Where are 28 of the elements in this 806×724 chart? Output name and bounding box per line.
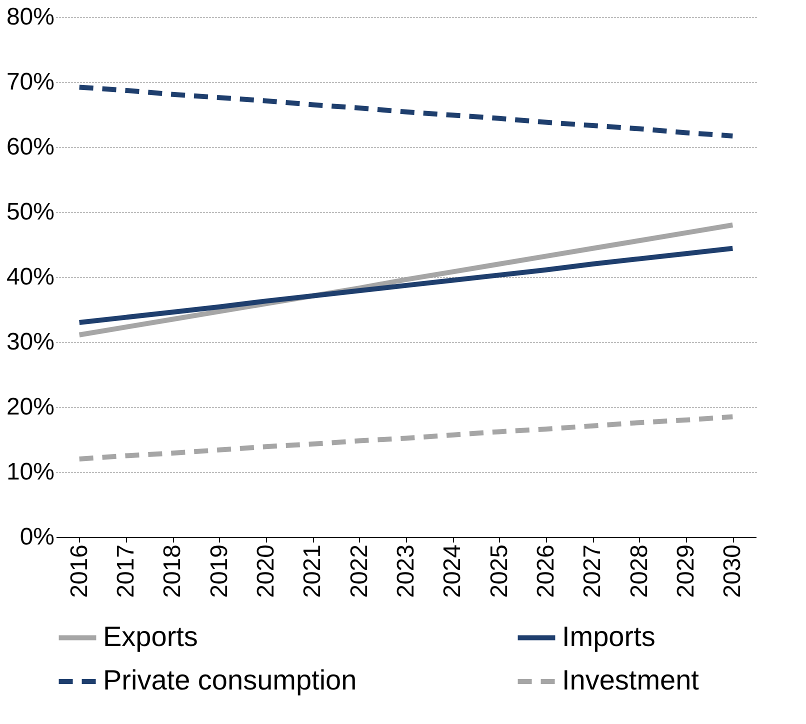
y-tick-label: 40%	[6, 264, 54, 290]
x-tick-label: 2020	[252, 544, 280, 598]
y-tick-label: 80%	[6, 4, 54, 30]
x-tick-label: 2029	[672, 544, 700, 598]
x-tick-label: 2019	[206, 544, 233, 598]
x-tick-label: 2024	[439, 544, 466, 598]
x-tick-label: 2028	[626, 544, 653, 598]
x-tick-label: 2017	[112, 544, 140, 598]
x-tick-label: 2022	[346, 544, 373, 598]
x-tick-label: 2026	[532, 544, 560, 598]
legend-label: Investment	[562, 664, 700, 696]
x-tick-label: 2018	[159, 544, 186, 598]
x-tick-label: 2030	[719, 544, 746, 598]
x-tick-label: 2023	[392, 544, 420, 598]
legend-label: Private consumption	[103, 664, 357, 696]
y-tick-label: 10%	[6, 458, 54, 486]
x-tick-label: 2027	[579, 544, 606, 598]
x-tick-label: 2025	[486, 544, 513, 598]
y-tick-label: 60%	[6, 134, 54, 160]
x-tick-label: 2021	[299, 544, 326, 598]
y-tick-label: 70%	[6, 68, 54, 96]
x-tick-label: 2016	[66, 544, 93, 598]
y-tick-label: 30%	[6, 328, 54, 356]
y-tick-label: 50%	[6, 198, 54, 226]
legend-label: Imports	[562, 620, 656, 652]
y-tick-label: 20%	[6, 394, 54, 420]
legend-label: Exports	[103, 620, 198, 652]
y-tick-label: 0%	[20, 524, 54, 550]
